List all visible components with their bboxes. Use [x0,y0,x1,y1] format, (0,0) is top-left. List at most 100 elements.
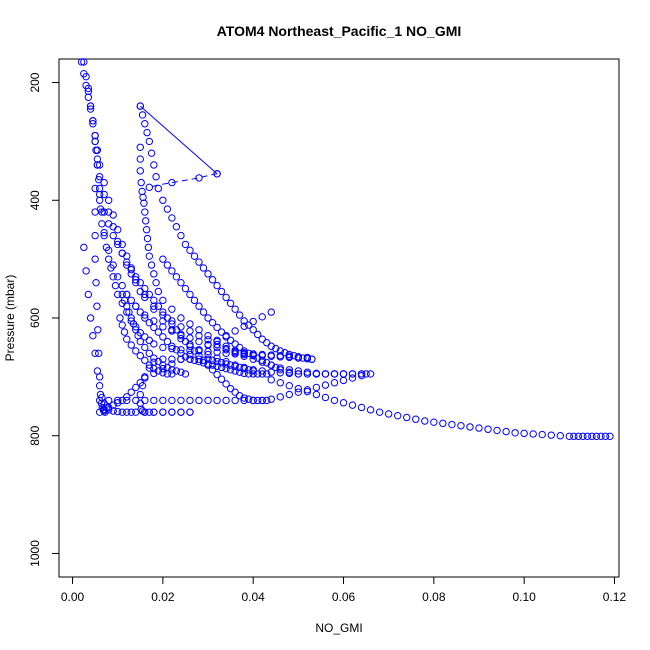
data-point [136,379,144,387]
data-point [493,426,501,435]
data-point [145,349,154,358]
data-point [95,408,104,416]
data-point [114,240,122,249]
data-point [143,128,151,137]
data-point [339,399,348,407]
data-point [163,337,172,346]
data-point [276,347,284,355]
data-point [168,178,176,187]
data-point [204,336,212,344]
data-point [145,137,154,146]
data-point [231,396,239,405]
data-point [89,120,97,128]
data-point [114,273,122,281]
data-point [186,350,194,359]
data-point [163,370,172,378]
data-point [570,432,578,441]
data-point [240,322,248,330]
data-point [186,320,194,328]
data-point [114,399,122,407]
data-point [208,319,217,327]
data-point [285,366,294,374]
data-point [159,333,167,341]
data-point [597,432,605,441]
data-point [195,355,203,363]
data-point [136,337,144,346]
data-point [95,396,104,405]
data-point [312,370,321,378]
data-point [147,149,156,157]
data-point [91,208,99,216]
data-point [159,196,167,204]
data-point [136,399,144,408]
data-point [109,401,117,409]
data-point [145,319,154,327]
data-point [384,410,393,418]
data-point [123,408,131,416]
data-point [136,143,144,152]
data-point [348,401,357,409]
data-point [601,432,610,441]
data-point [80,70,88,78]
data-point [204,341,212,349]
data-point [150,396,158,405]
data-point [109,231,117,240]
data-point [177,346,185,354]
data-point [100,406,108,414]
data-point [285,350,294,359]
data-point [168,214,176,222]
data-point [583,432,592,441]
data-point [123,393,131,401]
data-point [95,196,104,204]
data-point [172,326,181,334]
data-point [213,343,221,352]
y-axis: 200 400 600 800 1000 [28,72,60,567]
y-tick-label: 400 [28,190,42,210]
data-point [195,174,203,182]
data-point [186,355,194,363]
data-point [93,302,101,310]
data-point [159,296,167,305]
data-point [267,342,275,350]
data-point [244,349,253,358]
data-point [145,336,154,345]
data-point [258,335,266,343]
data-point [91,131,99,140]
data-point [145,408,154,416]
data-point [222,349,230,358]
data-point [339,370,348,378]
data-point [136,278,144,287]
data-point [150,161,158,169]
data-point [123,258,131,266]
data-point [244,395,253,403]
data-point [190,356,199,365]
data-point [592,432,601,441]
connecting-line [139,105,218,175]
data-point [249,351,257,360]
data-point [195,396,203,405]
data-point [217,359,226,367]
data-point [91,137,99,146]
data-point [109,407,117,415]
data-point [231,305,239,313]
data-point [290,351,298,360]
data-point [195,351,203,360]
data-point [357,371,366,380]
data-point [235,311,244,319]
data-point [412,415,420,423]
data-point [136,308,144,316]
data-point [267,395,275,403]
data-point [102,403,111,412]
data-point [186,408,194,416]
data-point [213,370,221,379]
data-point [258,350,266,359]
data-point [109,261,117,269]
data-point [258,313,266,321]
data-point [127,408,135,416]
data-point [254,330,262,339]
data-point [538,430,546,439]
data-point [168,342,176,350]
x-tick-label: 0.00 [61,590,85,604]
data-point [142,226,151,234]
data-point [308,355,316,363]
